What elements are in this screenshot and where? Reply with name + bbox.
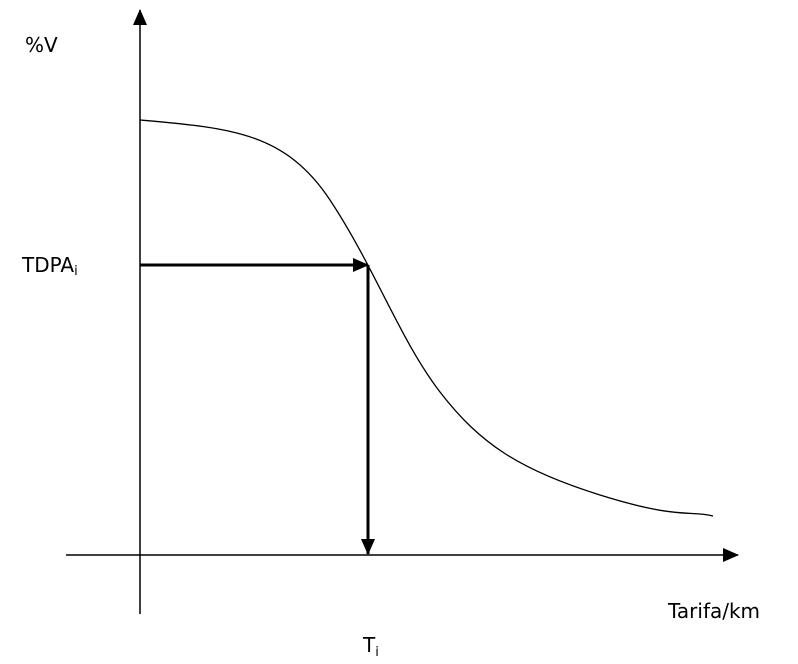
y-marker-sub: i [74,264,78,279]
y-marker-main: TDPA [21,253,74,277]
y-axis-label: %V [25,33,58,57]
x-axis-label: Tarifa/km [667,599,760,623]
x-marker-label: Ti [362,633,379,660]
y-marker-label: TDPAi [21,253,78,279]
demand-curve [139,119,714,517]
x-marker-sub: i [375,645,379,660]
x-marker-main: T [362,633,376,657]
